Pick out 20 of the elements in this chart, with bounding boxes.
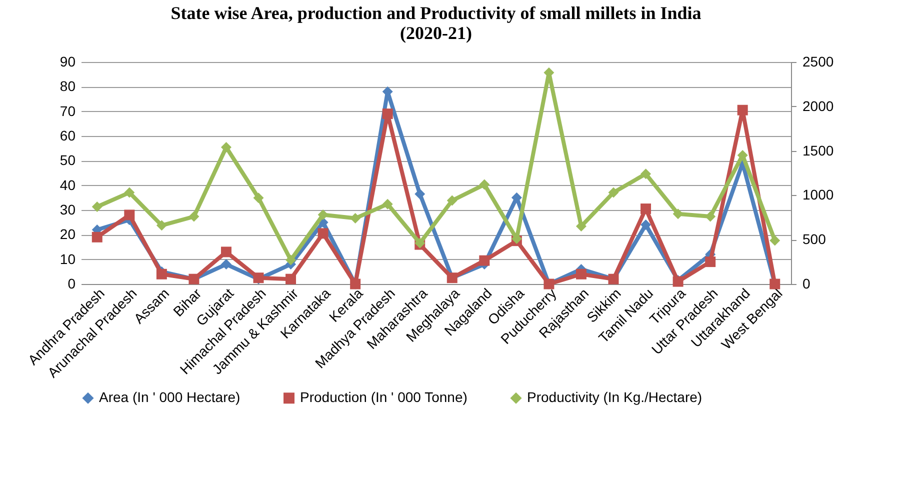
y-tick-label: 30 <box>60 202 76 218</box>
y-tick-label: 60 <box>60 128 76 144</box>
y2-tick-label: 500 <box>802 231 826 248</box>
y2-tick-label: 1000 <box>802 186 834 203</box>
legend-label: Production (In ' 000 Tonne) <box>300 389 468 406</box>
y2-tick-label: 2000 <box>802 98 834 114</box>
y-tick-label: 20 <box>60 226 76 242</box>
y-tick-label: 80 <box>60 78 76 94</box>
chart-title: State wise Area, production and Productivity of small millets in India (2020-21) <box>170 3 702 43</box>
y-tick-label: 0 <box>68 276 76 292</box>
legend-label: Productivity (In Kg./Hectare) <box>527 389 702 406</box>
y-tick-label: 10 <box>60 250 76 267</box>
legend-label: Area (In ' 000 Hectare) <box>99 389 240 406</box>
y-tick-label: 50 <box>60 152 76 168</box>
y2-tick-label: 1500 <box>802 142 834 158</box>
y2-tick-label: 0 <box>802 276 810 292</box>
y-tick-label: 90 <box>60 54 76 70</box>
y-tick-label: 40 <box>60 176 76 193</box>
y2-tick-label: 2500 <box>802 54 834 70</box>
y-tick-label: 70 <box>60 102 76 119</box>
